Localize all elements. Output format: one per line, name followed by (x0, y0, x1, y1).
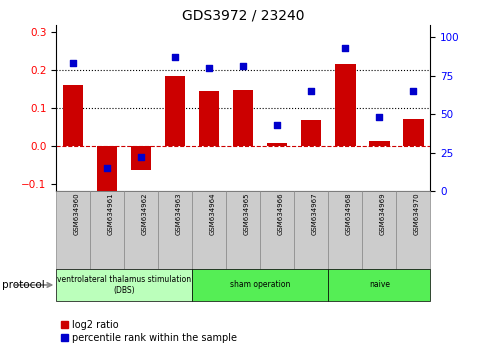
Text: GSM634962: GSM634962 (141, 193, 147, 235)
Text: naive: naive (368, 280, 389, 290)
Bar (266, 143, 287, 146)
Bar (233, 90, 253, 146)
Point (171, 54, 179, 60)
Text: GSM634966: GSM634966 (277, 193, 283, 235)
Bar (165, 76, 185, 146)
Bar (192, 191, 226, 269)
Text: ventrolateral thalamus stimulation
(DBS): ventrolateral thalamus stimulation (DBS) (57, 275, 191, 295)
Bar (368, 141, 389, 146)
Point (239, 63, 246, 69)
Text: protocol: protocol (2, 280, 45, 290)
Text: GSM634960: GSM634960 (73, 193, 79, 235)
Bar (97, 146, 117, 195)
Text: GSM634970: GSM634970 (412, 193, 418, 235)
Bar (327, 191, 362, 269)
Text: GSM634963: GSM634963 (175, 193, 181, 235)
Bar (90, 191, 124, 269)
Bar (301, 120, 321, 146)
Text: GSM634965: GSM634965 (243, 193, 249, 235)
Bar (402, 119, 423, 146)
Text: GSM634969: GSM634969 (379, 193, 385, 235)
Bar (192, 269, 327, 301)
Bar (327, 269, 429, 301)
Bar (131, 146, 151, 170)
Point (205, 65, 213, 71)
Bar (124, 191, 158, 269)
Bar (226, 191, 260, 269)
Title: GDS3972 / 23240: GDS3972 / 23240 (182, 8, 304, 22)
Bar (334, 64, 355, 146)
Point (375, 114, 383, 120)
Point (408, 88, 416, 94)
Bar (362, 191, 395, 269)
Bar (56, 269, 192, 301)
Bar (395, 191, 429, 269)
Legend: log2 ratio, percentile rank within the sample: log2 ratio, percentile rank within the s… (61, 320, 236, 343)
Text: GSM634968: GSM634968 (345, 193, 350, 235)
Bar (260, 191, 294, 269)
Bar (199, 91, 219, 146)
Text: GSM634967: GSM634967 (311, 193, 317, 235)
Bar (294, 191, 327, 269)
Text: sham operation: sham operation (230, 280, 290, 290)
Text: GSM634964: GSM634964 (209, 193, 215, 235)
Point (137, 154, 145, 160)
Point (341, 45, 348, 51)
Point (273, 122, 281, 128)
Point (103, 165, 111, 171)
Bar (56, 191, 90, 269)
Bar (158, 191, 192, 269)
Text: GSM634961: GSM634961 (107, 193, 113, 235)
Bar (63, 85, 83, 146)
Point (307, 88, 315, 94)
Point (69, 61, 77, 66)
